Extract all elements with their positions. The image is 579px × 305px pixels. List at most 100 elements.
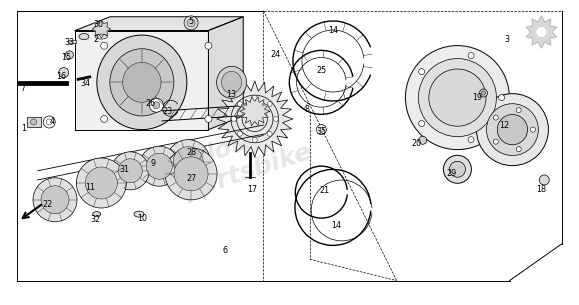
Circle shape [252, 138, 257, 142]
Text: 13: 13 [226, 90, 237, 99]
Ellipse shape [110, 49, 174, 116]
Ellipse shape [123, 62, 161, 102]
Circle shape [419, 120, 424, 127]
Circle shape [139, 146, 179, 186]
Text: 16: 16 [56, 72, 66, 81]
Text: 1: 1 [21, 124, 25, 133]
Text: 23: 23 [163, 107, 173, 116]
Circle shape [101, 116, 108, 122]
Text: 22: 22 [42, 200, 53, 209]
Circle shape [65, 51, 74, 59]
Circle shape [419, 69, 424, 75]
Ellipse shape [79, 34, 89, 40]
Circle shape [237, 131, 243, 136]
Ellipse shape [97, 35, 187, 130]
Circle shape [41, 186, 69, 214]
Circle shape [184, 16, 198, 30]
Text: 5: 5 [189, 17, 193, 26]
Circle shape [31, 119, 36, 125]
Text: 8: 8 [305, 105, 309, 114]
Text: 31: 31 [119, 165, 130, 174]
Text: 18: 18 [536, 185, 547, 194]
Text: 19: 19 [472, 93, 483, 102]
Ellipse shape [134, 211, 144, 217]
Ellipse shape [96, 34, 107, 39]
Circle shape [76, 158, 126, 208]
Text: 29: 29 [446, 169, 457, 178]
Text: 21: 21 [319, 186, 329, 195]
Circle shape [499, 95, 505, 101]
Circle shape [536, 27, 547, 38]
Ellipse shape [222, 71, 241, 93]
Text: 35: 35 [316, 127, 327, 136]
Circle shape [449, 161, 466, 177]
Circle shape [165, 148, 217, 200]
Text: 11: 11 [85, 183, 95, 192]
Circle shape [468, 52, 474, 59]
Circle shape [43, 116, 55, 128]
Text: 9: 9 [151, 159, 156, 168]
Circle shape [146, 153, 172, 179]
Circle shape [267, 131, 272, 136]
Circle shape [316, 125, 327, 135]
Text: 2: 2 [93, 35, 98, 44]
Text: 32: 32 [90, 215, 101, 224]
Circle shape [419, 59, 496, 137]
Circle shape [468, 137, 474, 143]
Text: 20: 20 [412, 139, 422, 148]
Text: 24: 24 [270, 50, 280, 59]
Circle shape [174, 157, 208, 191]
Circle shape [539, 175, 549, 185]
Circle shape [153, 102, 160, 109]
Circle shape [516, 108, 521, 113]
Text: 15: 15 [61, 53, 72, 63]
Circle shape [166, 140, 210, 184]
Text: 34: 34 [80, 79, 91, 88]
Polygon shape [68, 40, 76, 43]
Text: 7: 7 [21, 84, 25, 93]
Polygon shape [208, 17, 243, 130]
Circle shape [111, 152, 149, 190]
Text: louis
partsbike: louis partsbike [172, 113, 314, 204]
Circle shape [477, 94, 548, 166]
Polygon shape [240, 97, 270, 126]
Circle shape [497, 114, 527, 145]
Circle shape [101, 42, 108, 49]
Text: 27: 27 [186, 174, 196, 183]
Circle shape [267, 102, 272, 107]
Circle shape [405, 46, 510, 149]
Circle shape [516, 147, 521, 152]
Text: 4: 4 [50, 117, 54, 127]
Circle shape [252, 95, 257, 100]
Circle shape [479, 89, 488, 97]
Circle shape [273, 117, 278, 121]
Text: 6: 6 [222, 246, 227, 255]
Text: 14: 14 [328, 26, 338, 35]
Ellipse shape [93, 212, 101, 217]
Polygon shape [27, 117, 41, 127]
Polygon shape [75, 17, 243, 30]
Circle shape [205, 42, 212, 49]
Circle shape [187, 19, 195, 27]
Text: 30: 30 [93, 20, 104, 29]
Circle shape [419, 136, 427, 144]
Text: 26: 26 [145, 99, 156, 108]
Text: 14: 14 [331, 221, 341, 230]
Text: 28: 28 [186, 148, 196, 157]
Polygon shape [526, 16, 556, 48]
Circle shape [444, 155, 471, 183]
Polygon shape [75, 30, 208, 130]
Circle shape [205, 116, 212, 122]
Polygon shape [92, 20, 111, 38]
Text: 25: 25 [316, 66, 327, 75]
Circle shape [493, 115, 499, 120]
Circle shape [482, 91, 485, 95]
Polygon shape [217, 81, 293, 157]
Text: 10: 10 [137, 214, 147, 223]
Text: 3: 3 [504, 35, 509, 44]
Text: 17: 17 [247, 185, 257, 194]
Text: 33: 33 [64, 38, 75, 47]
Circle shape [33, 178, 77, 222]
Circle shape [58, 68, 69, 77]
Circle shape [237, 102, 243, 107]
